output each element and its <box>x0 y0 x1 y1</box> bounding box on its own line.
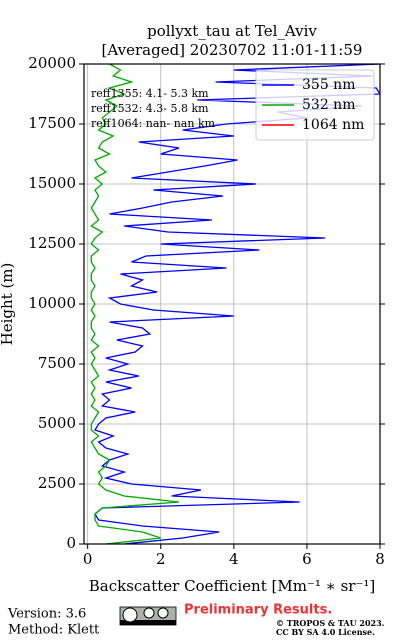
chart-subtitle: [Averaged] 20230702 11:01-11:59 <box>102 41 363 59</box>
y-tick-label: 20000 <box>28 54 76 72</box>
x-axis-label: Backscatter Coefficient [Mm⁻¹ ∗ sr⁻¹] <box>89 577 376 595</box>
x-tick-label: 4 <box>229 550 239 568</box>
y-tick-label: 15000 <box>28 174 76 192</box>
license: CC BY SA 4.0 License. <box>276 627 375 637</box>
chart-title: pollyxt_tau at Tel_Aviv <box>147 22 317 40</box>
y-tick-label: 17500 <box>28 114 76 132</box>
x-tick-label: 8 <box>375 550 385 568</box>
y-tick-label: 12500 <box>28 234 76 252</box>
y-axis-label: Height (m) <box>0 263 16 346</box>
annotation: reff1355: 4.1- 5.3 km <box>91 87 209 100</box>
annotation: reff1532: 4.3- 5.8 km <box>91 102 209 115</box>
y-tick-label: 7500 <box>38 354 76 372</box>
method: Method: Klett <box>8 623 100 638</box>
x-tick-label: 0 <box>83 550 93 568</box>
y-tick-label: 10000 <box>28 294 76 312</box>
legend-label: 355 nm <box>302 77 355 93</box>
x-tick-label: 6 <box>302 550 312 568</box>
plot-frame <box>83 63 381 545</box>
preliminary-note: Preliminary Results. <box>184 603 332 618</box>
version: Version: 3.6 <box>7 607 86 622</box>
y-tick-label: 0 <box>66 534 76 552</box>
y-tick-label: 2500 <box>38 474 76 492</box>
annotation: reff1064: nan- nan km <box>91 117 216 130</box>
copyright: © TROPOS & TAU 2023. <box>276 618 385 628</box>
legend-label: 532 nm <box>302 97 355 113</box>
legend-box <box>255 69 375 141</box>
y-tick-label: 5000 <box>38 414 76 432</box>
cc-logo <box>119 606 177 626</box>
profile-line <box>90 64 180 544</box>
x-tick-label: 2 <box>156 550 166 568</box>
legend-label: 1064 nm <box>302 117 364 133</box>
profile-line <box>94 64 380 544</box>
